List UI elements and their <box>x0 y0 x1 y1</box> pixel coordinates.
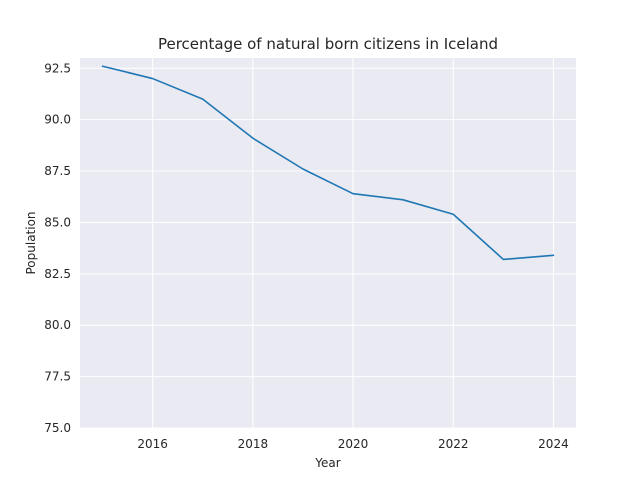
y-axis-label: Population <box>24 211 38 274</box>
x-tick-label: 2022 <box>438 437 469 451</box>
y-tick-label: 85.0 <box>44 215 71 229</box>
y-axis-ticks: 75.0 77.5 80.0 82.5 85.0 87.5 90.0 92.5 <box>44 61 71 435</box>
plot-area <box>80 58 576 428</box>
y-tick-label: 80.0 <box>44 318 71 332</box>
y-tick-label: 75.0 <box>44 421 71 435</box>
x-tick-label: 2024 <box>538 437 569 451</box>
y-tick-label: 82.5 <box>44 267 71 281</box>
x-tick-label: 2016 <box>137 437 168 451</box>
y-tick-label: 92.5 <box>44 61 71 75</box>
x-tick-label: 2020 <box>338 437 369 451</box>
series-layer <box>101 65 555 261</box>
y-tick-label: 87.5 <box>44 164 71 178</box>
x-tick-label: 2018 <box>238 437 269 451</box>
grid-lines <box>80 58 576 429</box>
x-axis-label: Year <box>314 456 340 470</box>
x-axis-ticks: 2016 2018 2020 2022 2024 <box>137 437 568 451</box>
series-line <box>101 65 555 261</box>
y-tick-label: 90.0 <box>44 113 71 127</box>
y-tick-label: 77.5 <box>44 370 71 384</box>
chart-title: Percentage of natural born citizens in I… <box>158 35 498 53</box>
